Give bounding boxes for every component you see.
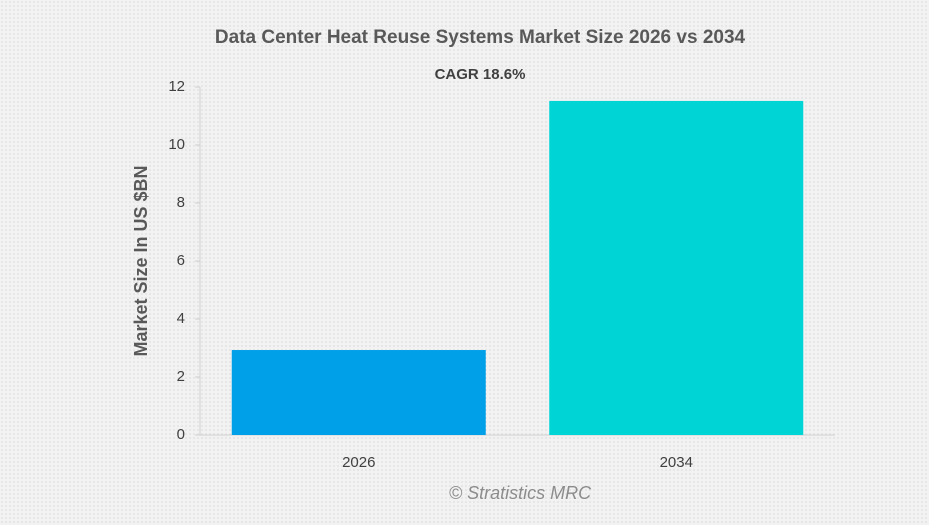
bar <box>549 100 804 436</box>
annotation: CAGR 18.6% <box>435 66 526 83</box>
y-tick-label: 0 <box>177 426 185 443</box>
watermark: © Stratistics MRC <box>449 483 592 503</box>
y-tick-label: 6 <box>177 252 185 269</box>
y-tick-label: 10 <box>168 136 185 153</box>
bar <box>231 350 486 435</box>
y-tick-label: 4 <box>177 310 185 327</box>
x-tick-label: 2034 <box>660 454 693 471</box>
y-tick-label: 2 <box>177 368 185 385</box>
x-tick-label: 2026 <box>342 454 375 471</box>
y-tick-label: 12 <box>168 78 185 95</box>
chart-title: Data Center Heat Reuse Systems Market Si… <box>215 27 746 48</box>
y-axis-label: Market Size In US $BN <box>131 165 151 356</box>
y-tick-label: 8 <box>177 194 185 211</box>
